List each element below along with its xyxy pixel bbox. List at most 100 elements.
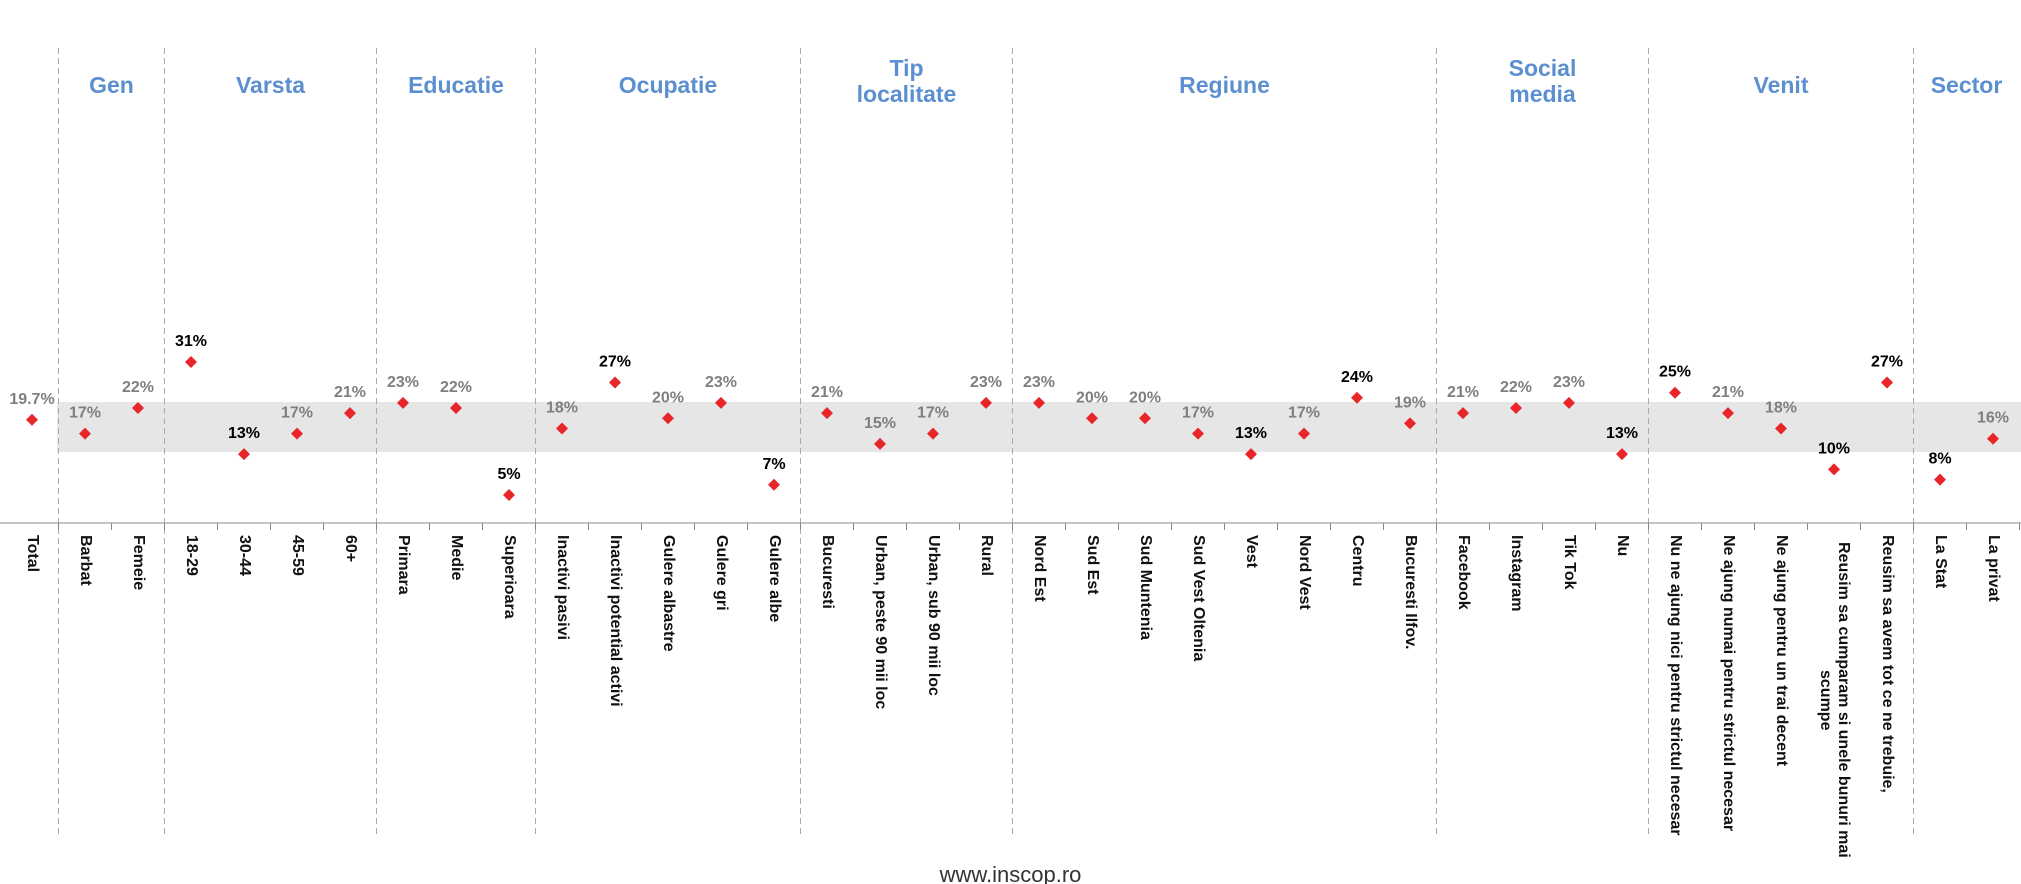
category-label: Vest [1243, 535, 1260, 568]
value-label: 31% [175, 333, 207, 350]
marker [1987, 432, 1999, 445]
marker [1404, 417, 1416, 430]
marker [450, 402, 462, 415]
category-label: Nu ne ajung nici pentru strictul necesar [1667, 535, 1684, 836]
value-label: 27% [599, 353, 631, 370]
marker [291, 427, 303, 440]
category-label: Barbat [77, 535, 94, 586]
value-label: 19% [1394, 394, 1426, 411]
value-label: 23% [705, 374, 737, 391]
category-label: Ne ajung numai pentru strictul necesar [1720, 535, 1737, 832]
marker [1881, 376, 1893, 389]
marker [26, 413, 38, 426]
category-label: 45-59 [289, 535, 306, 576]
marker [132, 402, 144, 415]
marker [1510, 402, 1522, 415]
marker [1457, 407, 1469, 420]
value-label: 18% [546, 400, 578, 417]
value-label: 17% [281, 405, 313, 422]
category-label: Inactivi potential activi [607, 535, 624, 707]
category-label: Gulere albe [766, 535, 783, 623]
value-label: 20% [1076, 389, 1108, 406]
marker [1775, 422, 1787, 435]
marker [609, 376, 621, 389]
category-label: Facebook [1455, 535, 1472, 610]
value-label: 22% [440, 379, 472, 396]
category-label: Bucuresti [819, 535, 836, 609]
category-label: 30-44 [236, 535, 253, 576]
value-label: 15% [864, 415, 896, 432]
value-label: 23% [387, 374, 419, 391]
value-label: 16% [1977, 410, 2009, 427]
category-label: La privat [1985, 535, 2002, 602]
marker [927, 427, 939, 440]
value-label: 7% [762, 456, 785, 473]
category-label: Urban, sub 90 mii loc [925, 535, 942, 696]
marker [768, 478, 780, 491]
marker [556, 422, 568, 435]
marker [79, 427, 91, 440]
marker [1934, 473, 1946, 486]
category-label: Centru [1349, 535, 1366, 587]
category-label: Inactivi pasivi [554, 535, 571, 640]
category-label: La Stat [1932, 535, 1949, 589]
value-label: 18% [1765, 400, 1797, 417]
category-label: Reusim sa avem tot ce ne trebuie, [1879, 535, 1896, 793]
value-label: 21% [811, 384, 843, 401]
marker [874, 437, 886, 450]
value-label: 13% [1606, 425, 1638, 442]
value-label: 23% [970, 374, 1002, 391]
category-label: Medie [448, 535, 465, 581]
group-label: Ocupatie [618, 72, 718, 98]
value-label: 17% [1288, 405, 1320, 422]
category-label: Sud Vest Oltenia [1190, 535, 1207, 662]
marker [1351, 391, 1363, 404]
value-label: 21% [1712, 384, 1744, 401]
category-label: Femeie [130, 535, 147, 591]
group-label: Social media [1508, 55, 1577, 107]
category-label: Gulere albastre [660, 535, 677, 652]
marker [1139, 412, 1151, 425]
value-label: 17% [917, 405, 949, 422]
group-label: Sector [1930, 72, 2003, 98]
marker [503, 489, 515, 501]
value-label: 19.7% [9, 391, 54, 408]
marker [1828, 463, 1840, 476]
marker [821, 407, 833, 420]
value-label: 13% [228, 425, 260, 442]
value-label: 23% [1023, 374, 1055, 391]
category-label: 60+ [342, 535, 359, 563]
category-label: Primara [395, 535, 412, 595]
marker [1033, 396, 1045, 409]
category-label: Nord Vest [1296, 535, 1313, 610]
value-label: 17% [1182, 405, 1214, 422]
value-label: 21% [334, 384, 366, 401]
category-label: 18-29 [183, 535, 200, 576]
group-label: Tip localitate [856, 55, 957, 107]
marker [238, 448, 250, 461]
marker [1669, 386, 1681, 399]
marker [185, 356, 197, 368]
group-label: Varsta [235, 72, 306, 98]
marker [1086, 412, 1098, 425]
value-label: 22% [1500, 379, 1532, 396]
group-label: Educatie [408, 72, 504, 98]
value-label: 20% [652, 389, 684, 406]
value-label: 27% [1871, 353, 1903, 370]
value-label: 22% [122, 379, 154, 396]
category-label: Tik Tok [1561, 535, 1578, 590]
category-label: Total [24, 535, 41, 573]
category-label: Urban, peste 90 mii loc [872, 535, 889, 710]
marker [662, 412, 674, 425]
value-label: 8% [1928, 451, 1951, 468]
group-label: Venit [1753, 72, 1809, 98]
marker [1616, 448, 1628, 461]
category-label: Sud Est [1084, 535, 1101, 595]
category-label: Bucuresti Ilfov. [1402, 535, 1419, 650]
category-label: Sud Muntenia [1137, 535, 1154, 640]
marker [1192, 427, 1204, 440]
value-label: 13% [1235, 425, 1267, 442]
marker [397, 396, 409, 409]
